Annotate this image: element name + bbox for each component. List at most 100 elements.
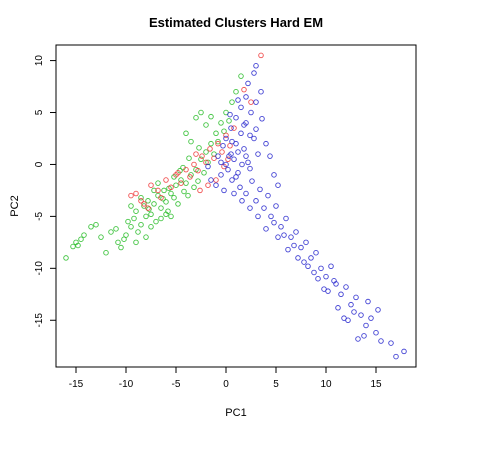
data-point: [233, 88, 239, 95]
data-point: [178, 177, 184, 183]
data-point: [155, 180, 161, 186]
data-point: [288, 234, 294, 240]
data-point: [218, 172, 224, 178]
data-point: [63, 255, 69, 261]
data-point: [123, 232, 129, 238]
data-point: [308, 255, 314, 261]
data-point: [168, 184, 174, 191]
data-point: [118, 244, 124, 251]
data-point: [201, 170, 207, 176]
data-point: [267, 153, 273, 159]
data-point: [199, 153, 205, 159]
data-point: [243, 94, 249, 100]
data-point: [241, 146, 247, 152]
data-point: [311, 269, 317, 276]
data-point: [258, 88, 264, 95]
data-point: [378, 338, 384, 344]
data-point: [245, 159, 251, 166]
data-point: [183, 130, 189, 137]
x-tick-label: 15: [370, 379, 382, 390]
data-point: [353, 294, 359, 301]
data-point: [185, 192, 191, 199]
y-tick-label: -10: [34, 261, 45, 276]
data-point: [178, 180, 184, 186]
data-point: [258, 52, 264, 59]
data-point: [145, 198, 151, 204]
data-point: [133, 190, 139, 197]
data-point: [259, 115, 265, 122]
data-point: [208, 177, 214, 183]
data-point: [248, 99, 254, 105]
data-point: [153, 218, 159, 225]
data-point: [231, 190, 237, 197]
x-tick-label: 5: [273, 379, 279, 390]
data-point: [219, 149, 225, 155]
data-point: [128, 224, 134, 230]
y-tick-label: 0: [34, 161, 45, 167]
data-point: [193, 114, 199, 121]
data-point: [128, 203, 134, 209]
data-point: [143, 234, 149, 240]
data-point: [125, 218, 131, 225]
data-point: [335, 305, 341, 311]
data-point: [183, 180, 189, 186]
data-point: [268, 213, 274, 220]
data-point: [93, 221, 99, 228]
data-point: [146, 206, 152, 212]
data-point: [205, 163, 211, 170]
data-point: [158, 215, 164, 222]
data-point: [148, 211, 154, 218]
data-point: [253, 198, 259, 204]
data-point: [215, 138, 221, 145]
data-point: [363, 322, 369, 329]
data-point: [247, 132, 253, 139]
data-point: [238, 73, 244, 79]
data-point: [186, 155, 192, 161]
data-point: [303, 239, 309, 246]
data-point: [341, 315, 347, 321]
data-point: [207, 146, 213, 152]
data-point: [213, 177, 219, 183]
data-point: [388, 340, 394, 346]
data-point: [205, 182, 211, 188]
data-point: [225, 166, 231, 173]
data-point: [155, 187, 161, 194]
data-point: [228, 125, 234, 131]
data-point: [195, 167, 201, 174]
data-point: [365, 298, 371, 305]
y-tick-label: 5: [34, 109, 45, 115]
data-point: [261, 205, 267, 211]
y-axis: -15 -10 -5 0 5 10: [34, 55, 57, 327]
data-point: [321, 286, 327, 292]
data-point: [135, 229, 141, 235]
data-point: [248, 109, 254, 116]
x-tick-label: 0: [223, 379, 229, 390]
data-point: [138, 194, 144, 201]
data-point: [281, 232, 287, 238]
data-point: [208, 113, 214, 120]
data-point: [305, 263, 311, 269]
x-axis-label: PC1: [225, 407, 246, 419]
data-point: [247, 205, 253, 211]
data-point: [285, 246, 291, 253]
y-tick-label: 10: [34, 55, 45, 67]
data-point: [197, 187, 203, 194]
data-point: [148, 224, 154, 230]
data-point: [275, 182, 281, 188]
data-point: [223, 132, 229, 139]
chart-title: Estimated Clusters Hard EM: [149, 15, 323, 30]
data-point: [298, 244, 304, 251]
data-point: [215, 153, 221, 159]
data-point: [253, 126, 259, 132]
data-point: [225, 156, 231, 163]
data-point: [257, 186, 263, 193]
data-point: [145, 205, 151, 211]
data-point: [195, 178, 201, 184]
data-point: [221, 187, 227, 194]
x-tick-label: -10: [119, 379, 134, 390]
data-point: [75, 242, 81, 249]
data-point: [338, 291, 344, 298]
data-point: [238, 104, 244, 111]
data-point: [273, 203, 279, 209]
